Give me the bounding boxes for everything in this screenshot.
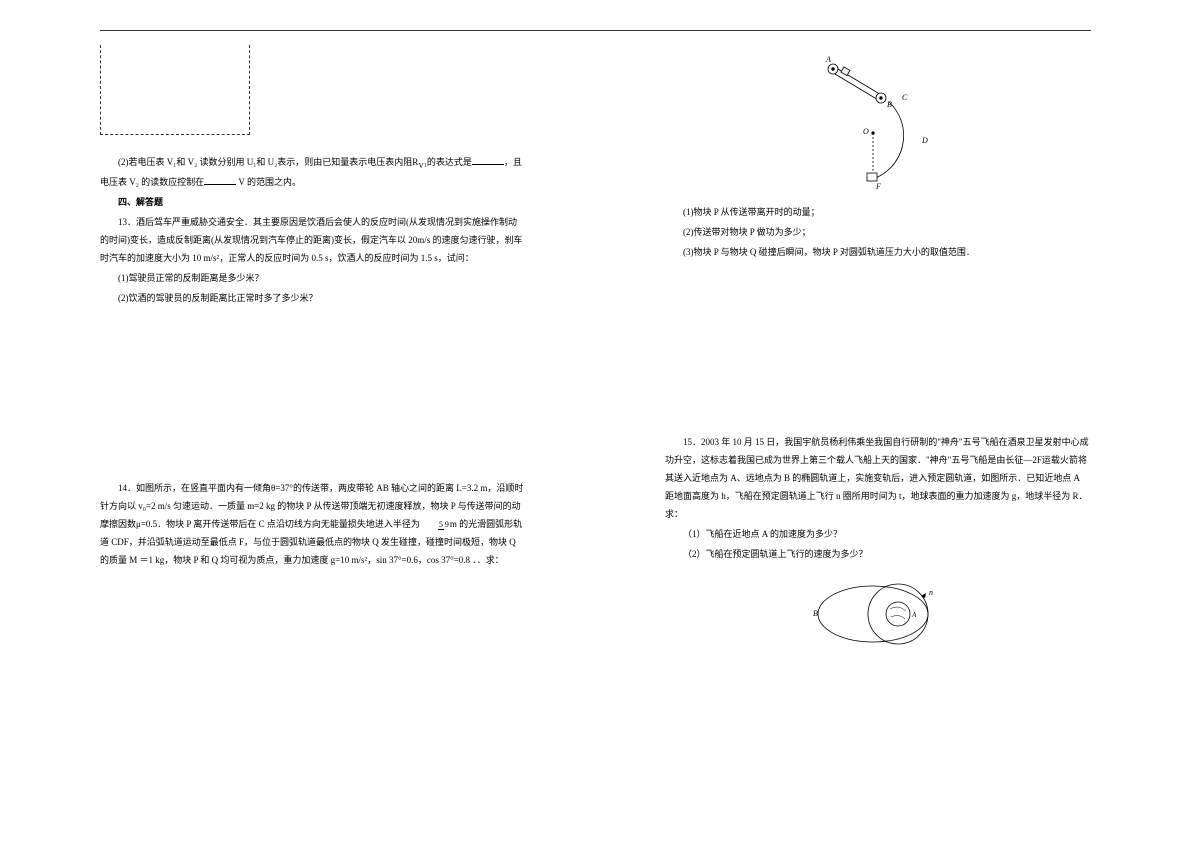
workspace-gap-2 [665, 263, 1090, 433]
label-O: O [863, 127, 869, 136]
label-D: D [921, 136, 928, 145]
q12-2-text-a: (2)若电压表 V₁和 V₂ 读数分别用 U₁和 U₂表示，则由已知量表示电压表… [118, 157, 472, 167]
label-n: n [929, 588, 933, 597]
q12-2-text-c: V 的范围之内。 [236, 177, 301, 187]
section-heading: 四、解答题 [100, 193, 525, 211]
fraction-5-9: 59 [420, 521, 450, 529]
figure-q14: A B C D O F [665, 51, 1090, 197]
q14-diagram-svg: A B C D O F [803, 51, 953, 191]
label-B2: B [813, 609, 818, 618]
blank-2 [204, 175, 236, 185]
q13-sub1: (1)驾驶员正常的反制距离是多少米？ [100, 269, 525, 287]
q15-diagram-svg: B A n [803, 569, 953, 659]
label-F: F [875, 182, 881, 191]
figure-q15: B A n [665, 569, 1090, 665]
q15-sub2: （2）飞船在预定圆轨道上飞行的速度为多少？ [665, 545, 1090, 563]
blank-1 [472, 155, 504, 165]
q15-sub1: （1）飞船在近地点 A 的加速度为多少？ [665, 525, 1090, 543]
q14-sub3: (3)物块 P 与物块 Q 碰撞后瞬间，物块 P 对圆弧轨道压力大小的取值范围． [665, 243, 1090, 261]
frac-num: 5 [438, 520, 444, 530]
label-A: A [825, 55, 831, 64]
answer-box-placeholder [100, 45, 250, 135]
q14-sub1: (1)物块 P 从传送带离开时的动量； [665, 203, 1090, 221]
label-A2: A [911, 611, 917, 619]
q14-r-unit: m [450, 519, 457, 529]
q15-intro: 15．2003 年 10 月 15 日，我国宇航员杨利伟乘坐我国自行研制的"神舟… [665, 433, 1090, 523]
workspace-gap-1 [100, 309, 525, 479]
q13-sub2: (2)饮酒的驾驶员的反制距离比正常时多了多少米？ [100, 289, 525, 307]
q14-text: 14．如图所示，在竖直平面内有一倾角θ=37°的传送带，两皮带轮 AB 轴心之间… [100, 479, 525, 569]
right-column: A B C D O F (1)物块 P 从传送带离开时的动量； (2)传送带对物… [595, 0, 1190, 842]
label-B: B [887, 100, 892, 109]
label-C: C [902, 93, 908, 102]
q12-part2: (2)若电压表 V₁和 V₂ 读数分别用 U₁和 U₂表示，则由已知量表示电压表… [100, 153, 525, 191]
q13-intro: 13．酒后驾车严重威胁交通安全．其主要原因是饮酒后会使人的反应时间(从发现情况到… [100, 213, 525, 267]
q14-sub2: (2)传送带对物块 P 做功为多少； [665, 223, 1090, 241]
left-column: (2)若电压表 V₁和 V₂ 读数分别用 U₁和 U₂表示，则由已知量表示电压表… [0, 0, 595, 842]
